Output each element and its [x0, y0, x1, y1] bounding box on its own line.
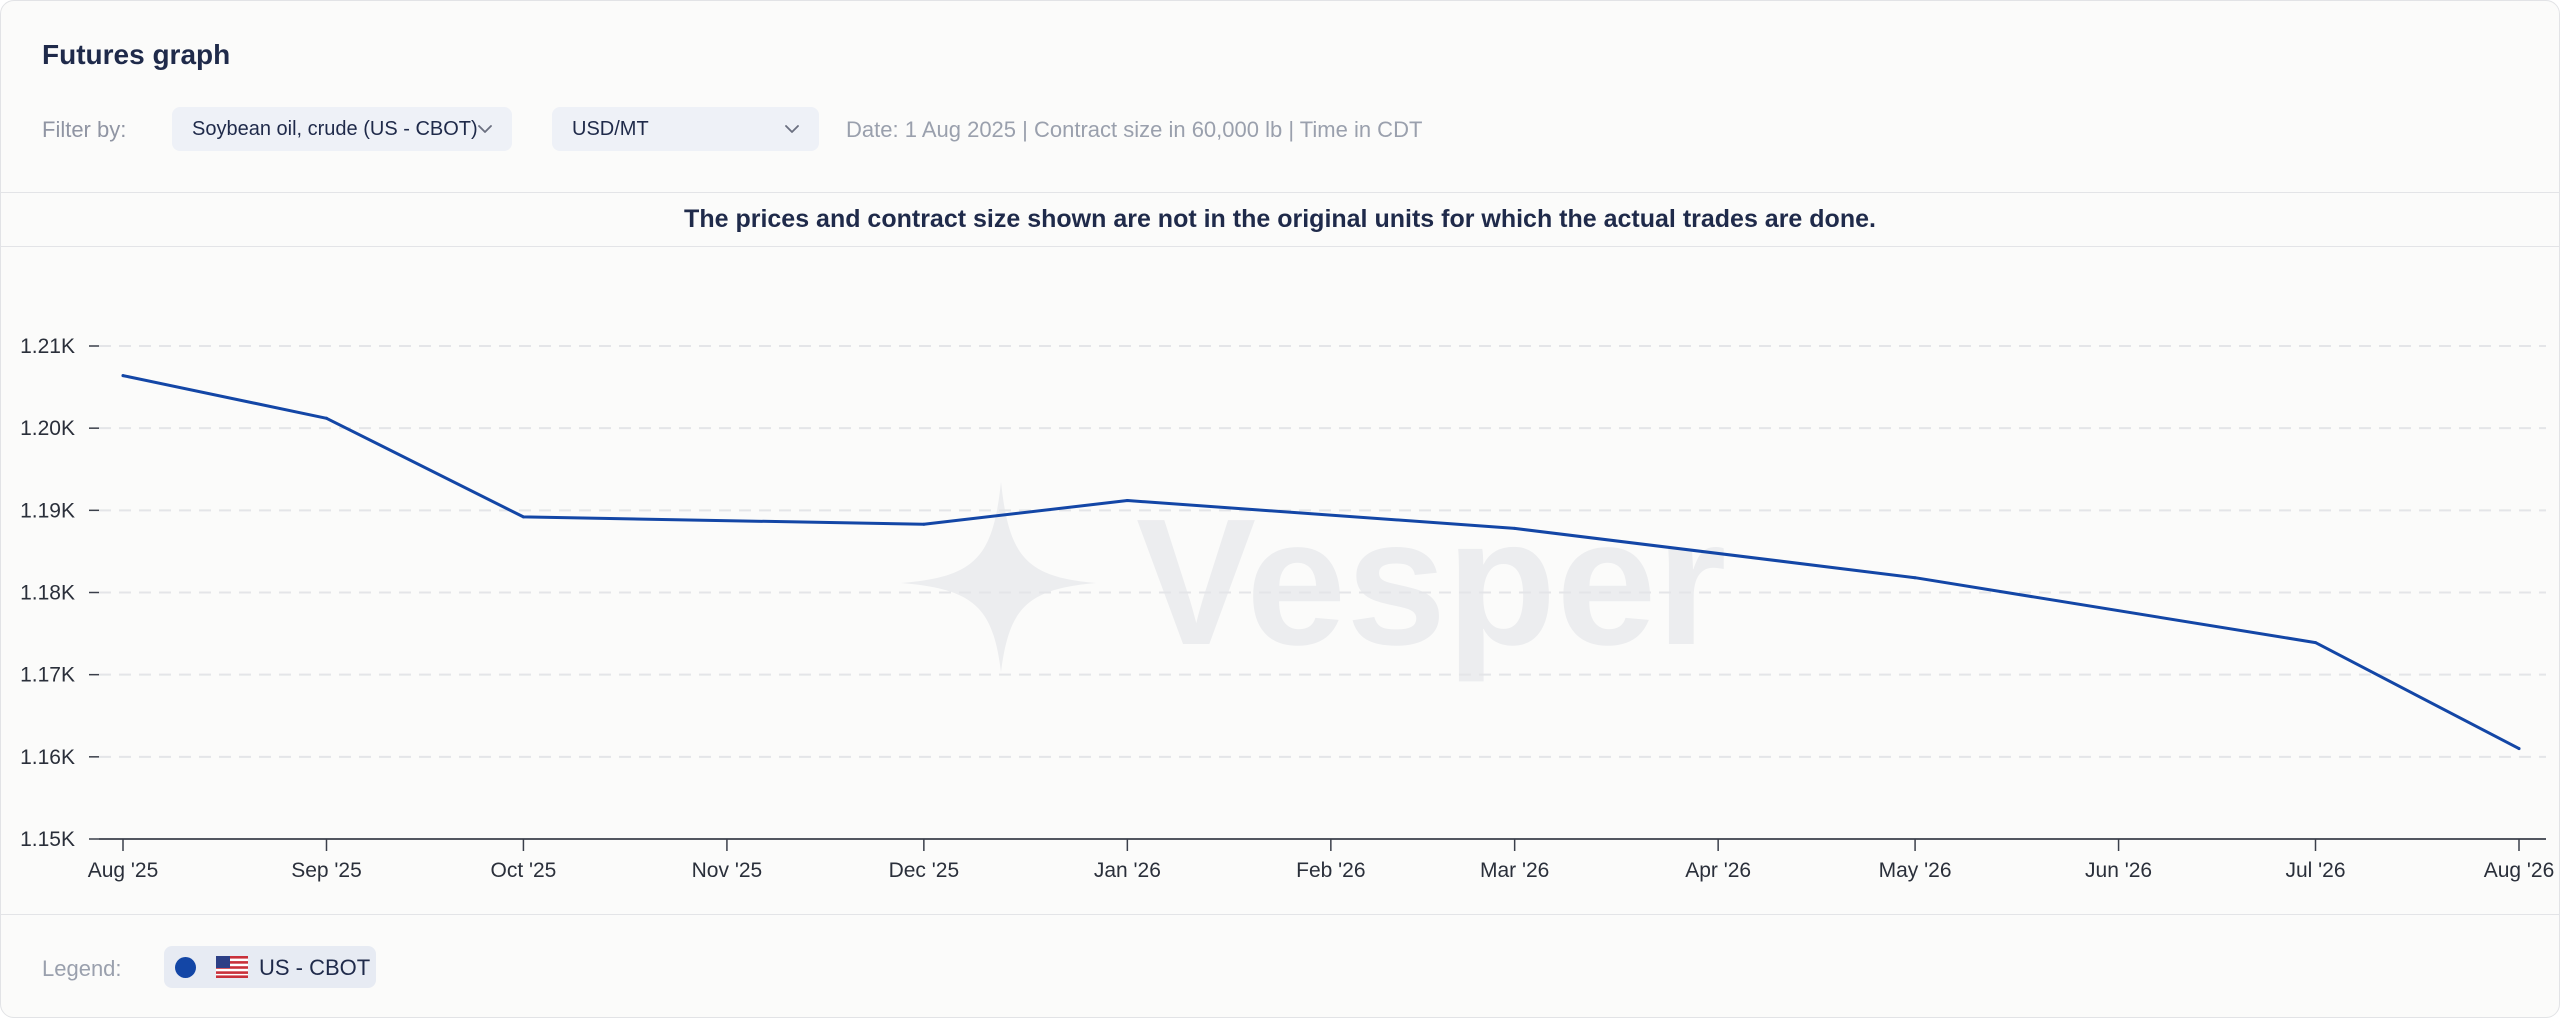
data-point[interactable] — [521, 515, 525, 519]
x-tick-label: Aug '25 — [88, 859, 159, 882]
us-flag-icon — [216, 956, 248, 978]
x-tick-label: Sep '25 — [291, 859, 362, 882]
data-point[interactable] — [1913, 576, 1917, 580]
filter-bar: Filter by: Soybean oil, crude (US - CBOT… — [42, 107, 2442, 151]
x-tick-label: Jun '26 — [2085, 859, 2152, 882]
data-point[interactable] — [2517, 747, 2521, 751]
data-point[interactable] — [922, 522, 926, 526]
vesper-logo-icon — [901, 482, 1096, 672]
data-point[interactable] — [1125, 498, 1129, 502]
data-point[interactable] — [121, 374, 125, 378]
y-tick-label: 1.17K — [20, 664, 75, 687]
x-tick-label: Jul '26 — [2285, 859, 2345, 882]
divider — [1, 914, 2559, 915]
units-notice: The prices and contract size shown are n… — [684, 205, 1876, 233]
data-point[interactable] — [2314, 641, 2318, 645]
chevron-down-icon — [478, 125, 492, 133]
legend-item-us-cbot[interactable]: US - CBOT — [164, 946, 376, 988]
watermark-text: Vesper — [1136, 482, 1726, 683]
x-tick-label: Nov '25 — [692, 859, 763, 882]
y-tick-label: 1.16K — [20, 746, 75, 769]
date-contract-info: Date: 1 Aug 2025 | Contract size in 60,0… — [846, 117, 1423, 142]
legend-item-label: US - CBOT — [259, 955, 371, 980]
vesper-watermark: Vesper — [901, 482, 1726, 683]
unit-select-value: USD/MT — [572, 118, 649, 140]
x-tick-label: Aug '26 — [2484, 859, 2555, 882]
x-tick-label: Feb '26 — [1296, 859, 1365, 882]
x-tick-label: May '26 — [1879, 859, 1952, 882]
divider — [1, 192, 2559, 193]
data-point[interactable] — [1513, 526, 1517, 530]
futures-line-chart: Vesper 1.15K 1.16K 1.17K 1.18K 1.19K 1.20K 1.2… — [20, 335, 2555, 882]
x-tick-label: Dec '25 — [889, 859, 960, 882]
unit-select[interactable]: USD/MT — [552, 107, 819, 151]
x-tick-label: Apr '26 — [1685, 859, 1751, 882]
chevron-down-icon — [785, 125, 799, 133]
y-tick-label: 1.15K — [20, 828, 75, 851]
y-tick-label: 1.19K — [20, 499, 75, 522]
page-title: Futures graph — [42, 39, 231, 70]
commodity-select[interactable]: Soybean oil, crude (US - CBOT) — [172, 107, 512, 151]
y-tick-label: 1.18K — [20, 582, 75, 605]
divider — [1, 246, 2559, 247]
x-tick-label: Mar '26 — [1480, 859, 1549, 882]
legend-label: Legend: — [42, 956, 122, 981]
y-tick-label: 1.21K — [20, 335, 75, 358]
commodity-select-value: Soybean oil, crude (US - CBOT) — [192, 118, 478, 140]
x-tick-label: Oct '25 — [490, 859, 556, 882]
series-color-dot — [175, 957, 196, 978]
data-point[interactable] — [324, 416, 328, 420]
filter-label: Filter by: — [42, 117, 127, 142]
x-tick-label: Jan '26 — [1094, 859, 1161, 882]
y-tick-label: 1.20K — [20, 417, 75, 440]
